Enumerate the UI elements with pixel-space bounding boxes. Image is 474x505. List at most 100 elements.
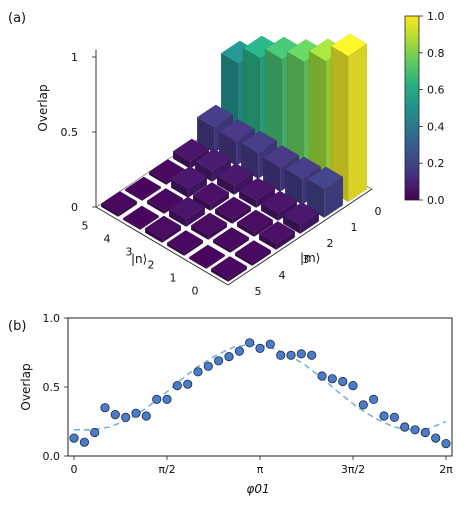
z-tick-label: 0 [71,201,78,214]
bar3d-y-axis-label: |n⟩ [131,252,147,266]
scatter-points [69,338,451,449]
bar [144,215,182,244]
m-tick-label: 0 [375,205,382,218]
data-point [203,361,213,371]
data-point [141,411,151,421]
n-tick-label: 4 [104,233,111,246]
scatter-y-axis-label: Overlap [19,363,33,410]
n-tick-label: 5 [82,220,89,233]
scatter-plot-frame [67,317,453,457]
x-tick-label: π/2 [158,463,175,476]
data-point [338,376,348,387]
bar [166,229,204,257]
data-point [379,411,389,421]
colorbar-ticks: 0.0 0.2 0.4 0.6 0.8 1.0 [419,10,445,207]
data-point [255,343,265,353]
bar3d-x-axis-label: |m⟩ [300,251,320,265]
data-point [307,350,317,360]
data-point [296,349,306,359]
data-point [152,394,162,404]
data-point [121,412,131,422]
data-point [276,350,286,360]
m-tick-label: 2 [327,237,334,250]
colorbar-tick-label: 0.8 [427,47,445,60]
bar [122,205,160,231]
y-tick-label: 0.5 [43,381,61,394]
y-tick-label: 0.0 [43,450,61,463]
bar [210,255,248,283]
data-point [100,403,110,413]
data-point [389,412,399,422]
data-point [327,374,337,384]
bar [238,177,276,209]
data-point [317,371,327,381]
bar [212,226,250,254]
data-point [410,425,420,435]
colorbar-tick-label: 1.0 [427,10,445,23]
bar [194,148,232,183]
data-point [183,379,193,389]
data-point [431,433,441,443]
x-tick-label: 2π [439,463,453,476]
bar [100,190,138,218]
bar [188,244,226,270]
z-tick-label: 0.5 [61,126,79,139]
bar3d-bars [100,33,368,283]
back-pane-n [96,0,240,207]
data-point [172,380,182,391]
scatter-ticks: 0 π/2 π 3π/2 2π 0.0 0.5 1.0 [43,312,454,476]
bar3d-z-axis-label: Overlap [36,84,50,131]
m-tick-label: 1 [351,221,358,234]
data-point [245,338,255,348]
n-tick-label: 0 [192,285,199,298]
n-tick-label: 3 [126,246,133,259]
bar [330,33,368,203]
data-point [286,350,296,360]
data-point [348,380,358,391]
data-point [441,438,451,449]
data-point [79,437,90,447]
data-point [162,394,172,404]
bar [214,196,252,225]
data-point [224,351,234,362]
colorbar-tick-label: 0.0 [427,194,445,207]
x-tick-label: 0 [71,463,78,476]
bar [236,209,274,238]
data-point [234,346,244,356]
scatter-panel: 0 π/2 π 3π/2 2π 0.0 0.5 1.0 Overlap φ01 [19,312,453,496]
n-tick-label: 2 [148,259,155,272]
x-tick-label: π [257,463,264,476]
bar [260,190,298,222]
data-point [193,367,203,377]
n-tick-label: 1 [170,272,177,285]
data-point [265,339,275,349]
data-point [368,394,379,404]
colorbar-gradient [404,15,420,201]
bar [192,181,230,212]
data-point [131,408,141,418]
bar [146,187,184,215]
bar [124,176,162,202]
bar [234,239,272,267]
panel-b-label: (b) [8,319,26,334]
colorbar-tick-label: 0.2 [427,157,445,170]
panel-a-label: (a) [8,11,26,26]
data-point [214,356,224,366]
bar [190,212,228,241]
y-tick-label: 1.0 [43,312,61,325]
colorbar-tick-label: 0.4 [427,120,445,133]
scatter-x-axis-label: φ01 [246,482,269,496]
data-point [110,409,120,420]
data-point [358,400,368,410]
data-point [400,422,410,432]
colorbar-tick-label: 0.6 [427,84,445,97]
data-point [90,427,100,438]
bar3d-labels: Overlap |m⟩ |n⟩ [36,84,320,266]
colorbar: 0.0 0.2 0.4 0.6 0.8 1.0 [404,10,445,207]
z-tick-label: 1 [71,51,78,64]
m-tick-label: 5 [255,285,262,298]
m-tick-label: 3 [303,253,310,266]
data-point [69,433,79,443]
